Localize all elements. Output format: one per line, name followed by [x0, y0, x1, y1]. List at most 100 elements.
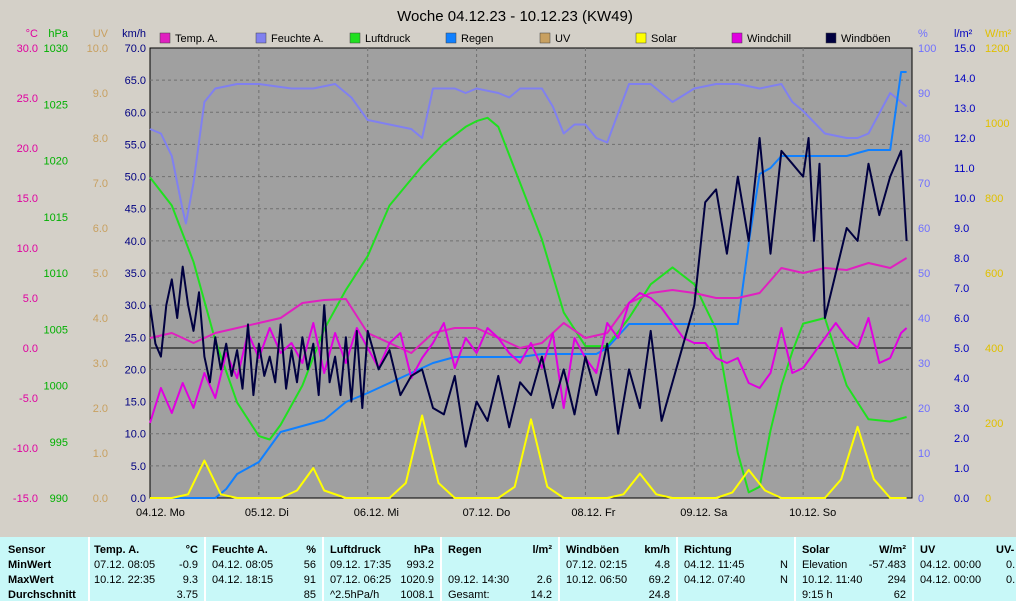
left-axis-tick-label: 5.0	[93, 268, 108, 280]
stats-richtung-min-value: N	[780, 559, 788, 571]
stats-luftdruck-max-value: 1020.9	[400, 574, 434, 586]
stats-feuchte-max-value: 91	[303, 574, 316, 586]
legend-label: Solar	[651, 33, 677, 45]
stats-regen-max-when: 09.12. 14:30	[448, 574, 510, 586]
stats-solar-avg-value: 62	[893, 589, 906, 601]
stats-unit-temp: °C	[185, 544, 198, 556]
stats-windboen-min-when: 07.12. 02:15	[566, 559, 628, 571]
stats-solar-max-when: 10.12. 11:40	[802, 574, 863, 586]
stats-temp-min-value: -0.9	[179, 559, 198, 571]
stats-feuchte-min-when: 04.12. 08:05	[212, 559, 274, 571]
right-axis-tick-label: 200	[985, 418, 1003, 430]
stats-col-feuchte: Feuchte A. % 04.12. 08:05 56 04.12. 18:1…	[206, 537, 324, 601]
left-axis-tick-label: -5.0	[19, 393, 38, 405]
right-axis-tick-label: 10.0	[954, 193, 975, 205]
left-axis-tick-label: 3.0	[93, 358, 108, 370]
right-axis-tick-label: 11.0	[954, 163, 975, 175]
stats-richtung-max-when: 04.12. 07:40	[684, 574, 746, 586]
series-line-windchill	[149, 292, 908, 424]
legend-swatch	[731, 32, 743, 44]
stats-unit-solar: W/m²	[879, 544, 906, 556]
x-axis-day-label: 06.12. Mi	[354, 507, 399, 519]
stats-header-temp: Temp. A.	[94, 544, 140, 556]
left-axis-tick-label: 10.0	[125, 429, 146, 441]
left-axis-tick-label: 15.0	[125, 397, 146, 409]
stats-label-max: MaxWert	[8, 574, 54, 586]
right-axis-tick-label: 7.0	[954, 283, 969, 295]
series-line-solar	[150, 414, 907, 499]
legend-swatch	[539, 32, 551, 44]
x-axis-day-label: 05.12. Di	[245, 507, 289, 519]
x-axis-day-label: 10.12. So	[789, 507, 836, 519]
right-axis-tick-label: 15.0	[954, 43, 975, 55]
legend-label: UV	[555, 33, 571, 45]
legend-label: Regen	[461, 33, 493, 45]
left-axis-tick-label: 1020	[44, 156, 68, 168]
stats-luftdruck-max-when: 07.12. 06:25	[330, 574, 392, 586]
left-axis-tick-label: 0.0	[23, 343, 38, 355]
stats-unit-feuchte: %	[306, 544, 316, 556]
left-axis-tick-label: 1025	[44, 99, 68, 111]
stats-col-temp: Temp. A. °C 07.12. 08:05 -0.9 10.12. 22:…	[88, 537, 206, 601]
stats-header-windboen: Windböen	[566, 544, 620, 556]
left-axis-tick-label: 30.0	[125, 300, 146, 312]
legend-label: Luftdruck	[365, 33, 411, 45]
right-axis-tick-label: 400	[985, 343, 1003, 355]
legend-swatch	[349, 32, 361, 44]
stats-solar-max-value: 294	[887, 574, 906, 586]
right-axis-tick-label: 1.0	[954, 463, 969, 475]
left-axis-tick-label: 0.0	[131, 493, 146, 505]
left-axis-tick-label: 30.0	[17, 43, 38, 55]
stats-unit-regen: l/m²	[532, 544, 552, 556]
right-axis-tick-label: 6.0	[954, 313, 969, 325]
stats-temp-avg-value: 3.75	[176, 589, 198, 601]
stats-luftdruck-avg-when: ^2.5hPa/h	[330, 589, 380, 601]
axes: °C 30.0 25.0 20.0 15.0 10.0 5.0 0.0 -5.0 -10.0 -15…	[13, 28, 1012, 505]
x-axis-day-label: 07.12. Do	[463, 507, 511, 519]
right-axis-tick-label: 2.0	[954, 433, 969, 445]
right-axis-tick-label: 4.0	[954, 373, 969, 385]
left-axis-tick-label: 35.0	[125, 268, 146, 280]
legend-label: Windböen	[841, 33, 891, 45]
right-axis-tick-label: 80	[918, 133, 930, 145]
stats-regen-avg-when: Gesamt:	[448, 589, 490, 601]
left-axis-tick-label: 65.0	[125, 75, 146, 87]
left-axis-unit: °C	[26, 28, 38, 40]
stats-table: Sensor MinWert MaxWert Durchschnitt Temp…	[0, 537, 1016, 601]
right-axis-tick-label: 30	[918, 358, 930, 370]
stats-unit-luftdruck: hPa	[413, 544, 434, 556]
right-axis-tick-label: 90	[918, 88, 930, 100]
left-axis-tick-label: -10.0	[13, 443, 38, 455]
stats-feuchte-min-value: 56	[303, 559, 316, 571]
right-axis-tick-label: 50	[918, 268, 930, 280]
left-axis-tick-label: 1.0	[93, 448, 108, 460]
left-axis-tick-label: 1005	[44, 324, 68, 336]
right-axis-tick-label: 20	[918, 403, 930, 415]
stats-header-richtung: Richtung	[684, 544, 732, 556]
stats-col-windboen: Windböen km/h 07.12. 02:15 4.8 10.12. 06…	[560, 537, 678, 601]
stats-richtung-min-when: 04.12. 11:45	[684, 559, 745, 571]
stats-col-richtung: Richtung 04.12. 11:45 N 04.12. 07:40 N	[678, 537, 796, 601]
left-axis-tick-label: 40.0	[125, 236, 146, 248]
x-axis-day-label: 04.12. Mo	[136, 507, 185, 519]
stats-header-sensor: Sensor	[8, 544, 46, 556]
left-axis-tick-label: 60.0	[125, 107, 146, 119]
left-axis-tick-label: 4.0	[93, 313, 108, 325]
x-axis-day-label: 08.12. Fr	[571, 507, 615, 519]
stats-col-luftdruck: Luftdruck hPa 09.12. 17:35 993.2 07.12. …	[324, 537, 442, 601]
left-axis-tick-label: 1000	[44, 381, 68, 393]
stats-uv-max-when: 04.12. 00:00	[920, 574, 982, 586]
stats-col-regen: Regen l/m² 09.12. 14:30 2.6 Gesamt: 14.2	[442, 537, 560, 601]
left-axis-tick-label: 8.0	[93, 133, 108, 145]
right-axis-tick-label: 1200	[985, 43, 1009, 55]
right-axis-unit: W/m²	[985, 28, 1012, 40]
stats-regen-max-value: 2.6	[536, 574, 552, 586]
left-axis-tick-label: 20.0	[125, 364, 146, 376]
left-axis-tick-label: 20.0	[17, 143, 38, 155]
left-axis-unit: km/h	[122, 28, 146, 40]
left-axis-tick-label: 50.0	[125, 172, 146, 184]
left-axis-tick-label: 5.0	[23, 293, 38, 305]
stats-header-regen: Regen	[448, 544, 482, 556]
left-axis-tick-label: 55.0	[125, 139, 146, 151]
right-axis-tick-label: 70	[918, 178, 930, 190]
